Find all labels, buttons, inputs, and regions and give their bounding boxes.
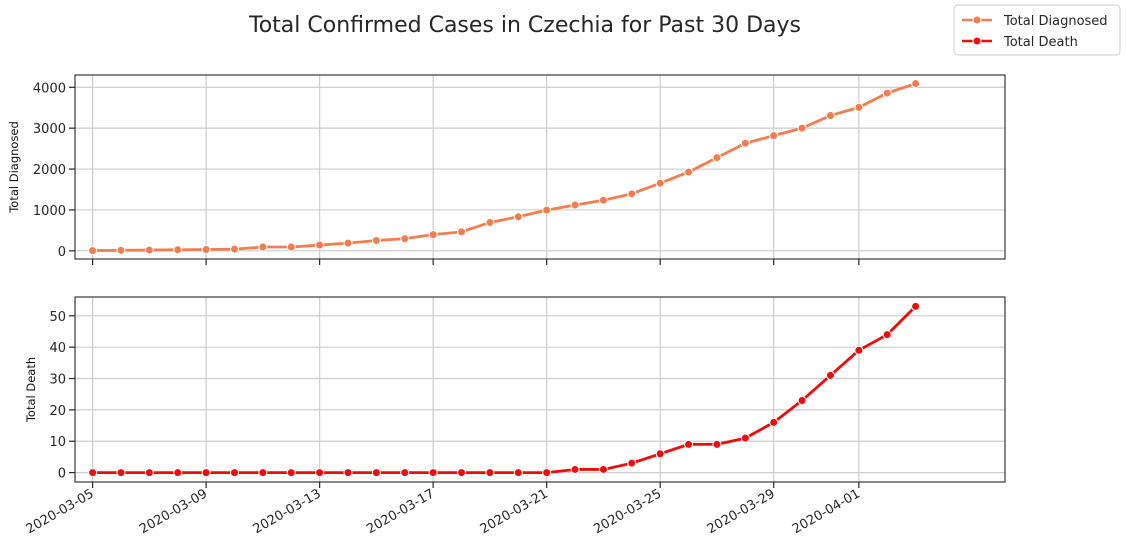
data-point-total-diagnosed xyxy=(343,238,353,248)
legend: Total Diagnosed Total Death xyxy=(953,4,1121,56)
x-tick-label: 2020-03-13 xyxy=(251,486,324,537)
y-tick-label: 4000 xyxy=(33,81,66,96)
data-point-total-death xyxy=(457,468,467,478)
y-tick-label: 10 xyxy=(49,435,66,450)
data-point-total-death xyxy=(315,468,325,478)
data-point-total-diagnosed xyxy=(315,240,325,250)
legend-marker-total-diagnosed xyxy=(972,15,982,25)
data-point-total-death xyxy=(882,330,892,340)
data-point-total-death xyxy=(229,468,239,478)
data-point-total-death xyxy=(740,433,750,443)
data-point-total-diagnosed xyxy=(825,111,835,121)
x-tick-label: 2020-03-17 xyxy=(364,486,437,537)
data-point-total-diagnosed xyxy=(627,189,637,199)
data-point-total-death xyxy=(513,468,523,478)
data-point-total-death xyxy=(173,468,183,478)
data-point-total-death xyxy=(684,439,694,449)
series-line-total-death xyxy=(91,305,917,474)
data-point-total-diagnosed xyxy=(116,245,126,255)
legend-marker-total-death xyxy=(972,36,982,46)
data-point-total-death xyxy=(343,468,353,478)
y-tick-label: 0 xyxy=(58,245,66,260)
y-tick-label: 40 xyxy=(49,341,66,356)
data-point-total-diagnosed xyxy=(570,200,580,210)
data-point-total-death xyxy=(911,301,921,311)
panel-total-diagnosed: 0 1000 2000 3000 4000 Total Diagnosed xyxy=(7,74,1006,265)
data-point-total-diagnosed xyxy=(513,212,523,222)
y-tick-label: 2000 xyxy=(33,163,66,178)
y-tick-label: 20 xyxy=(49,404,66,419)
data-point-total-death xyxy=(88,468,98,478)
data-point-total-death xyxy=(854,345,864,355)
data-point-total-death xyxy=(371,468,381,478)
data-point-total-death xyxy=(201,468,211,478)
x-tick-label: 2020-03-21 xyxy=(478,486,551,537)
data-point-total-death xyxy=(286,468,296,478)
data-point-total-death xyxy=(655,449,665,459)
x-tick-label: 2020-03-25 xyxy=(591,486,664,537)
x-tick-label: 2020-04-01 xyxy=(790,486,863,537)
data-point-total-diagnosed xyxy=(854,102,864,112)
axes-frame xyxy=(74,296,1006,483)
axes-frame xyxy=(74,74,1006,260)
legend-frame xyxy=(953,4,1121,56)
x-tick-label: 2020-03-29 xyxy=(705,486,778,537)
data-point-total-diagnosed xyxy=(911,79,921,89)
legend-label-total-diagnosed: Total Diagnosed xyxy=(1003,14,1108,29)
data-point-total-death xyxy=(570,464,580,474)
data-point-total-diagnosed xyxy=(740,138,750,148)
chart-title: Total Confirmed Cases in Czechia for Pas… xyxy=(248,13,801,38)
x-tick-label: 2020-03-05 xyxy=(24,486,97,537)
data-point-total-death xyxy=(712,439,722,449)
data-point-total-diagnosed xyxy=(655,178,665,188)
data-point-total-diagnosed xyxy=(542,205,552,215)
data-point-total-diagnosed xyxy=(88,246,98,256)
data-point-total-diagnosed xyxy=(144,245,154,255)
data-point-total-death xyxy=(485,468,495,478)
y-tick-label: 3000 xyxy=(33,122,66,137)
data-point-total-death xyxy=(144,468,154,478)
y-tick-label: 1000 xyxy=(33,204,66,219)
data-point-total-diagnosed xyxy=(797,123,807,133)
data-point-total-diagnosed xyxy=(201,245,211,255)
data-point-total-diagnosed xyxy=(769,131,779,141)
data-point-total-death xyxy=(400,468,410,478)
data-point-total-death xyxy=(769,417,779,427)
panel-total-death: 0 10 20 30 40 50 Total Death 2020-03-05 2020-03-… xyxy=(24,296,1006,537)
data-point-total-death xyxy=(116,468,126,478)
data-point-total-diagnosed xyxy=(229,244,239,254)
y-tick-label: 50 xyxy=(49,310,66,325)
data-point-total-diagnosed xyxy=(485,217,495,227)
y-axis-label: Total Diagnosed xyxy=(7,121,21,214)
data-point-total-death xyxy=(825,370,835,380)
data-point-total-diagnosed xyxy=(598,195,608,205)
data-point-total-death xyxy=(598,464,608,474)
data-point-total-diagnosed xyxy=(258,242,268,252)
data-point-total-diagnosed xyxy=(428,230,438,240)
data-point-total-diagnosed xyxy=(712,153,722,163)
data-point-total-diagnosed xyxy=(882,88,892,98)
data-point-total-death xyxy=(627,458,637,468)
data-point-total-diagnosed xyxy=(684,167,694,177)
data-point-total-diagnosed xyxy=(173,245,183,255)
y-axis-label: Total Death xyxy=(24,357,38,423)
data-point-total-death xyxy=(542,468,552,478)
data-point-total-diagnosed xyxy=(457,227,467,237)
legend-label-total-death: Total Death xyxy=(1003,35,1078,50)
data-point-total-death xyxy=(797,395,807,405)
x-tick-label: 2020-03-09 xyxy=(137,486,210,537)
series-line-total-diagnosed xyxy=(91,82,917,253)
data-point-total-diagnosed xyxy=(371,235,381,245)
data-point-total-diagnosed xyxy=(400,234,410,244)
y-tick-label: 0 xyxy=(58,467,66,482)
data-point-total-death xyxy=(428,468,438,478)
y-tick-label: 30 xyxy=(49,373,66,388)
data-point-total-diagnosed xyxy=(286,242,296,252)
data-point-total-death xyxy=(258,468,268,478)
